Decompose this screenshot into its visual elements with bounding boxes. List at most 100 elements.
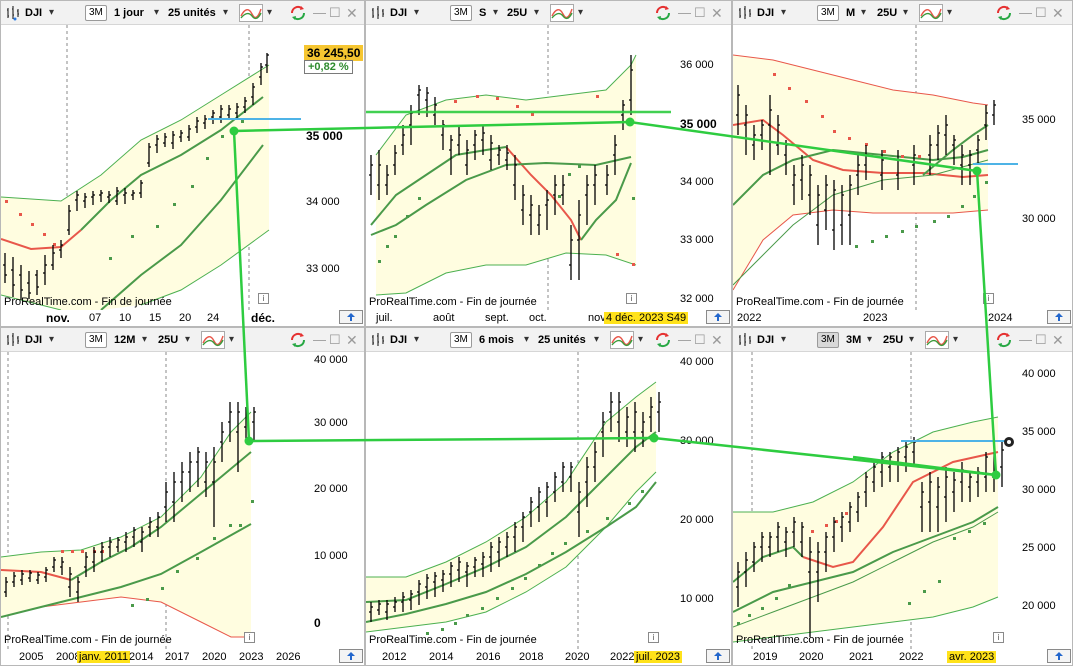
info-icon[interactable]: i — [648, 632, 659, 643]
scroll-up-button[interactable] — [706, 649, 730, 663]
minimize-icon[interactable]: — — [678, 332, 691, 347]
refresh-icon[interactable] — [995, 4, 1013, 22]
chart-panel-weekly[interactable]: DJI ▾ 3M S ▾ 25U ▾ ▾ — ☐ ✕ — [365, 0, 732, 327]
info-icon[interactable]: i — [626, 293, 637, 304]
chart-panel-quarterly[interactable]: DJI ▾ 3M 3M ▾ 25U ▾ ▾ — ☐ ✕ — [732, 327, 1073, 666]
refresh-icon[interactable] — [289, 331, 307, 349]
close-icon[interactable]: ✕ — [346, 5, 358, 21]
maximize-icon[interactable]: ☐ — [694, 332, 706, 347]
symbol-selector[interactable]: DJI — [757, 334, 775, 346]
maximize-icon[interactable]: ☐ — [1035, 332, 1047, 347]
symbol-selector[interactable]: DJI — [757, 7, 775, 19]
close-icon[interactable]: ✕ — [711, 332, 723, 348]
minimize-icon[interactable]: — — [1019, 332, 1032, 347]
btn-3m[interactable]: 3M — [817, 5, 839, 21]
chart-panel-daily[interactable]: DJI ▾ 3M 1 jour ▾ 25 unités ▾ ▾ — ☐ ✕ — [0, 0, 365, 327]
minimize-icon[interactable]: — — [313, 5, 326, 20]
chevron-down-icon[interactable]: ▾ — [49, 7, 55, 18]
refresh-icon[interactable] — [654, 4, 672, 22]
btn-3m[interactable]: 3M — [817, 332, 839, 348]
chevron-down-icon[interactable]: ▾ — [414, 334, 420, 345]
chevron-down-icon[interactable]: ▾ — [861, 7, 867, 18]
symbol-selector[interactable]: DJI — [390, 7, 408, 19]
period-selector[interactable]: 1 jour — [114, 7, 144, 19]
chevron-down-icon[interactable]: ▾ — [953, 334, 959, 345]
chart-plot-area[interactable] — [1, 352, 306, 652]
ohlc-bars-icon[interactable] — [738, 332, 752, 348]
chevron-down-icon[interactable]: ▾ — [49, 334, 55, 345]
ohlc-bars-icon[interactable] — [371, 332, 385, 348]
chevron-down-icon[interactable]: ▾ — [223, 7, 229, 18]
refresh-icon[interactable] — [995, 331, 1013, 349]
close-icon[interactable]: ✕ — [711, 5, 723, 21]
btn-3m[interactable]: 3M — [85, 332, 107, 348]
chevron-down-icon[interactable]: ▾ — [267, 7, 273, 18]
ohlc-bars-icon[interactable] — [738, 5, 752, 21]
close-icon[interactable]: ✕ — [1052, 5, 1064, 21]
period-selector[interactable]: 6 mois — [479, 334, 514, 346]
ohlc-bars-icon[interactable] — [371, 5, 385, 21]
chevron-down-icon[interactable]: ▾ — [781, 7, 787, 18]
info-icon[interactable]: i — [258, 293, 269, 304]
indicator-icon[interactable] — [610, 331, 634, 349]
btn-3m[interactable]: 3M — [450, 332, 472, 348]
chevron-down-icon[interactable]: ▾ — [909, 334, 915, 345]
chevron-down-icon[interactable]: ▾ — [867, 334, 873, 345]
maximize-icon[interactable]: ☐ — [329, 332, 341, 347]
info-icon[interactable]: i — [983, 293, 994, 304]
chart-plot-area[interactable] — [1, 25, 301, 310]
chevron-down-icon[interactable]: ▾ — [154, 7, 160, 18]
close-icon[interactable]: ✕ — [346, 332, 358, 348]
ohlc-bars-icon[interactable] — [6, 332, 20, 348]
chevron-down-icon[interactable]: ▾ — [534, 7, 540, 18]
chart-panel-yearly[interactable]: DJI ▾ 3M 12M ▾ 25U ▾ ▾ — ☐ ✕ — [0, 327, 365, 666]
units-selector[interactable]: 25U — [507, 7, 528, 19]
close-icon[interactable]: ✕ — [1052, 332, 1064, 348]
maximize-icon[interactable]: ☐ — [1035, 5, 1047, 20]
chevron-down-icon[interactable]: ▾ — [594, 334, 600, 345]
chevron-down-icon[interactable]: ▾ — [947, 7, 953, 18]
indicator-icon[interactable] — [239, 4, 263, 22]
period-selector[interactable]: 3M — [846, 334, 862, 346]
chart-panel-semiannual[interactable]: DJI ▾ 3M 6 mois ▾ 25 unités ▾ ▾ — ☐ ✕ — [365, 327, 732, 666]
btn-3m[interactable]: 3M — [450, 5, 472, 21]
chevron-down-icon[interactable]: ▾ — [142, 334, 148, 345]
units-selector[interactable]: 25U — [883, 334, 904, 346]
chevron-down-icon[interactable]: ▾ — [638, 334, 644, 345]
scroll-up-button[interactable] — [339, 649, 363, 663]
indicator-icon[interactable] — [550, 4, 574, 22]
chart-plot-area[interactable] — [366, 25, 671, 310]
ohlc-bars-icon[interactable] — [6, 5, 20, 21]
maximize-icon[interactable]: ☐ — [329, 5, 341, 20]
chevron-down-icon[interactable]: ▾ — [903, 7, 909, 18]
info-icon[interactable]: i — [244, 632, 255, 643]
symbol-selector[interactable]: DJI — [25, 7, 43, 19]
indicator-icon[interactable] — [925, 331, 949, 349]
scroll-up-button[interactable] — [1047, 649, 1071, 663]
period-selector[interactable]: 12M — [114, 334, 136, 346]
info-icon[interactable]: i — [993, 632, 1004, 643]
chart-plot-area[interactable] — [733, 352, 1018, 652]
chevron-down-icon[interactable]: ▾ — [493, 7, 499, 18]
symbol-selector[interactable]: DJI — [390, 334, 408, 346]
scroll-up-button[interactable] — [706, 310, 730, 324]
period-selector[interactable]: S — [479, 7, 487, 19]
chevron-down-icon[interactable]: ▾ — [414, 7, 420, 18]
units-selector[interactable]: 25 unités — [538, 334, 586, 346]
scroll-up-button[interactable] — [339, 310, 363, 324]
scroll-up-button[interactable] — [1047, 310, 1071, 324]
indicator-icon[interactable] — [919, 4, 943, 22]
chevron-down-icon[interactable]: ▾ — [229, 334, 235, 345]
chart-plot-area[interactable] — [733, 25, 1018, 310]
chevron-down-icon[interactable]: ▾ — [578, 7, 584, 18]
chart-panel-monthly[interactable]: DJI ▾ 3M M ▾ 25U ▾ ▾ — ☐ ✕ — [732, 0, 1073, 327]
chevron-down-icon[interactable]: ▾ — [524, 334, 530, 345]
chart-plot-area[interactable] — [366, 352, 671, 652]
chevron-down-icon[interactable]: ▾ — [781, 334, 787, 345]
minimize-icon[interactable]: — — [1019, 5, 1032, 20]
chevron-down-icon[interactable]: ▾ — [185, 334, 191, 345]
refresh-icon[interactable] — [654, 331, 672, 349]
symbol-selector[interactable]: DJI — [25, 334, 43, 346]
units-selector[interactable]: 25U — [158, 334, 179, 346]
maximize-icon[interactable]: ☐ — [694, 5, 706, 20]
